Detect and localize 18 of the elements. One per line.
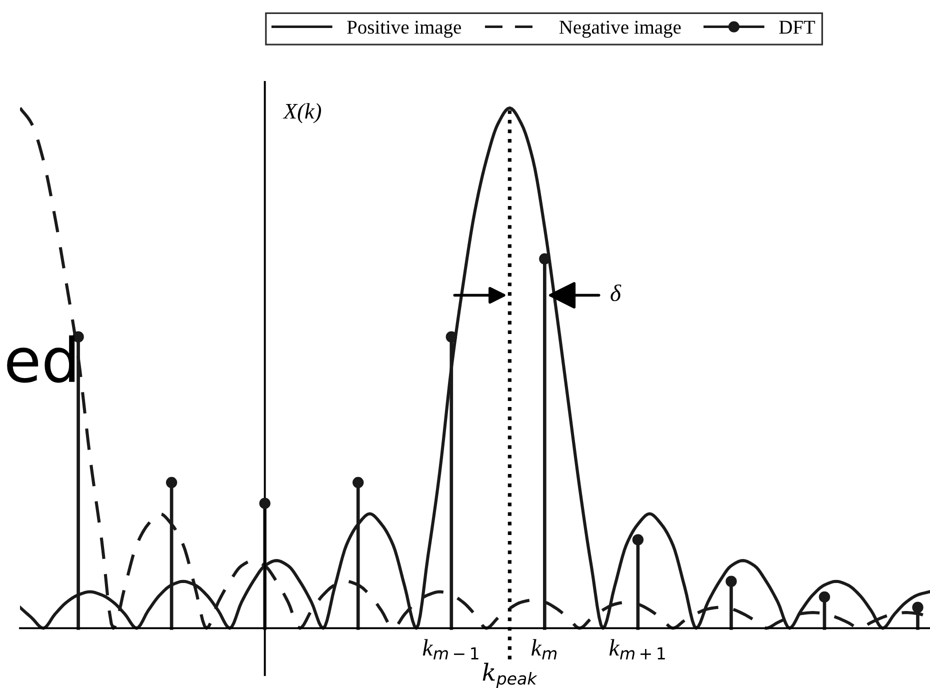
point [259,498,270,509]
annotation: δ [610,284,622,302]
x-tick-label: k$_{m}$ [532,639,557,660]
legend-label: Positive image [347,20,461,38]
x-tick-label: k$_{m−1}$ [422,639,478,660]
point [912,602,924,613]
point [726,576,737,587]
legend-label: Negative image [559,20,681,38]
point [632,534,644,546]
point [352,476,364,488]
y-axis-title: X(k) [282,103,322,124]
legend-label: DFT [779,20,816,34]
x-tick-label: k$_{peak}$ [482,662,538,688]
x-tick-label: k$_{m+1}$ [609,639,665,660]
point [446,331,457,342]
point [818,591,830,603]
point [166,476,178,488]
annotation: ed [7,335,75,383]
